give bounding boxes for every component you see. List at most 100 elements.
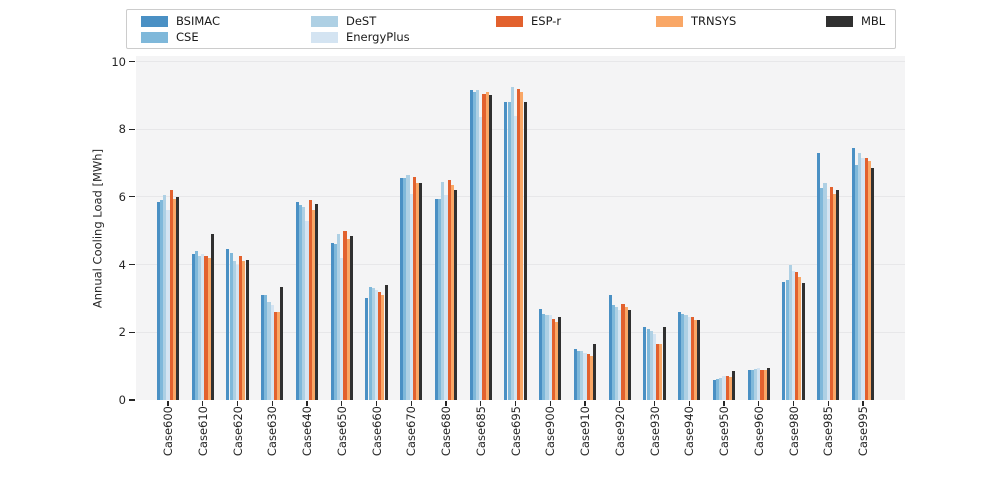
bar-MBL-Case620 [245,259,249,400]
bar-MBL-Case950 [732,371,736,400]
bar-TRNSYS-Case910 [589,356,593,400]
bar-CSE-Case900 [542,313,546,400]
gridline-y10 [136,61,905,62]
bar-MBL-Case640 [315,203,319,400]
x-tick-label-Case610: Case610 [195,406,210,457]
bar-BSIMAC-Case660 [365,298,369,400]
legend-item-MBL: MBL [826,14,885,28]
x-tick-mark [723,401,725,406]
x-tick-label-Case660: Case660 [369,406,384,457]
x-tick-label-Case980: Case980 [786,406,801,457]
x-tick-mark [792,401,795,406]
bar-ESP-r-Case630 [273,312,278,400]
y-axis-title: Annual Cooling Load [MWh] [90,148,105,309]
bar-TRNSYS-Case980 [798,277,802,400]
bar-EnergyPlus-Case685 [479,117,483,400]
bar-EnergyPlus-Case695 [513,115,518,400]
bar-CSE-Case930 [646,328,650,400]
x-tick-label-Case920: Case920 [612,406,627,457]
x-tick-label-Case685: Case685 [473,406,488,457]
y-tick-mark [129,331,135,333]
bar-ESP-r-Case940 [690,317,695,400]
bar-CSE-Case695 [507,102,511,400]
y-tick-label-10: 10 [111,54,126,69]
legend-label: BSIMAC [176,14,220,28]
bar-ESP-r-Case995 [864,157,868,400]
x-tick-label-Case900: Case900 [543,406,558,457]
x-tick-label-Case995: Case995 [856,406,870,457]
bar-MBL-Case685 [488,95,492,400]
bar-EnergyPlus-Case920 [618,310,622,400]
x-tick-mark [480,401,482,406]
bar-TRNSYS-Case920 [624,306,628,400]
bar-EnergyPlus-Case910 [583,352,587,400]
x-tick-label-Case960: Case960 [751,406,766,457]
bar-ESP-r-Case980 [795,272,799,400]
bar-MBL-Case995 [871,168,875,400]
bar-TRNSYS-Case620 [242,261,246,400]
x-tick-mark [306,401,308,406]
bar-CSE-Case620 [229,252,233,400]
bar-ESP-r-Case985 [829,186,834,400]
bar-EnergyPlus-Case980 [791,271,796,400]
legend-swatch-BSIMAC [141,15,168,27]
x-tick-label-Case630: Case630 [265,406,280,457]
bar-MBL-Case610 [210,234,214,400]
legend-item-DeST: DeST [311,14,376,28]
bar-EnergyPlus-Case950 [722,376,726,400]
x-tick-mark [202,401,204,406]
x-tick-mark [827,401,829,406]
legend-swatch-MBL [826,15,853,27]
x-tick-mark [445,401,447,406]
legend-item-TRNSYS: TRNSYS [656,14,736,28]
y-tick-mark [129,264,135,266]
bar-EnergyPlus-Case630 [270,305,274,400]
bar-EnergyPlus-Case650 [340,257,344,400]
x-tick-mark [584,401,586,406]
bar-CSE-Case950 [716,379,720,400]
x-tick-label-Case670: Case670 [404,406,419,457]
bar-CSE-Case685 [472,91,476,400]
y-tick-label-2: 2 [118,325,126,340]
bar-ESP-r-Case680 [447,179,451,400]
legend-swatch-CSE [141,31,168,43]
bar-BSIMAC-Case995 [851,147,855,400]
bar-MBL-Case900 [558,317,562,400]
legend-swatch-TRNSYS [656,15,683,27]
x-tick-label-Case910: Case910 [578,406,592,457]
bar-BSIMAC-Case685 [469,90,473,400]
bar-TRNSYS-Case985 [833,193,837,400]
bar-MBL-Case940 [697,320,701,400]
bar-DeST-Case680 [441,181,445,400]
x-tick-mark [688,401,690,406]
bar-ESP-r-Case960 [760,369,764,400]
bar-DeST-Case950 [719,378,723,400]
bar-BSIMAC-Case920 [608,295,612,400]
bar-BSIMAC-Case950 [712,379,716,400]
y-tick-label-4: 4 [118,257,126,272]
legend-swatch-ESP-r [496,15,523,27]
bar-DeST-Case900 [545,315,549,400]
bar-EnergyPlus-Case995 [861,157,865,400]
x-tick-mark [758,401,760,406]
bar-ESP-r-Case640 [308,200,312,400]
x-tick-label-Case940: Case940 [682,406,697,457]
bar-TRNSYS-Case600 [172,198,176,400]
x-tick-label-Case680: Case680 [439,406,453,457]
x-tick-label-Case600: Case600 [161,406,175,457]
bar-DeST-Case995 [858,152,862,400]
bar-MBL-Case930 [662,327,666,400]
bar-BSIMAC-Case985 [817,152,821,400]
x-tick-label-Case620: Case620 [230,406,245,457]
bar-MBL-Case660 [384,284,388,400]
bar-CSE-Case980 [785,279,789,400]
bar-DeST-Case650 [336,234,341,400]
legend-item-BSIMAC: BSIMAC [141,14,220,28]
bar-ESP-r-Case620 [239,256,243,400]
bar-EnergyPlus-Case985 [826,198,830,400]
bar-EnergyPlus-Case900 [548,315,552,400]
x-tick-mark [410,401,412,406]
legend-label: ESP-r [531,14,562,28]
y-tick-mark [129,128,135,130]
bar-EnergyPlus-Case640 [305,220,309,400]
